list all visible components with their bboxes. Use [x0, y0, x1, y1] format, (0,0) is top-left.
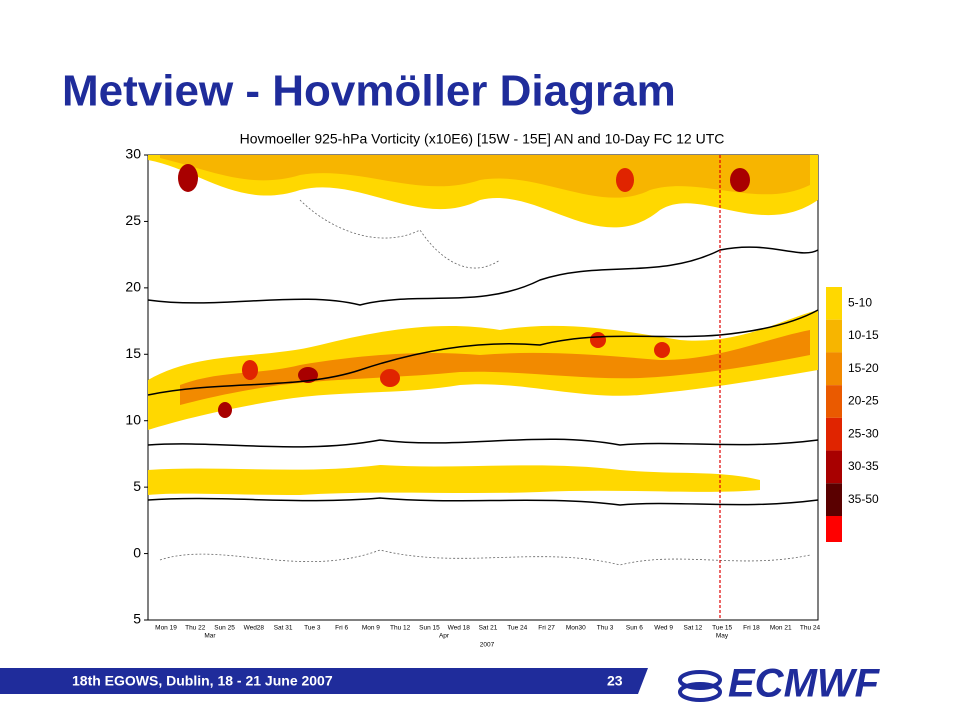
legend-box: [826, 319, 842, 353]
x-tick-label: Tue 3: [304, 625, 321, 632]
x-tick-label: Wed 18: [448, 625, 471, 632]
legend-label: 30-35: [848, 459, 879, 473]
x-tick-label: Sun 15: [419, 625, 440, 632]
legend-label: 5-10: [848, 296, 872, 310]
month-label: Apr: [439, 633, 450, 640]
figure-title: Hovmoeller 925-hPa Vorticity (x10E6) [15…: [240, 131, 725, 147]
footer-text: 18th EGOWS, Dublin, 18 - 21 June 2007: [72, 673, 333, 689]
x-tick-label: Fri 27: [538, 625, 555, 632]
x-tick-label: Thu 24: [800, 625, 821, 632]
legend-box: [826, 287, 842, 320]
x-tick-label: Tue 24: [507, 625, 527, 632]
plot-field: [147, 154, 819, 621]
slide-title: Metview - Hovmöller Diagram: [62, 67, 676, 116]
footer-bar: [0, 668, 648, 694]
page-number: 23: [607, 673, 623, 689]
legend-label: 10-15: [848, 328, 879, 342]
legend-extra-box: [826, 516, 842, 542]
x-tick-label: Mon30: [566, 625, 586, 632]
x-tick-label: Thu 12: [390, 625, 411, 632]
legend-box: [826, 483, 842, 516]
x-tick-label: Fri 18: [743, 625, 760, 632]
y-tick-label: 10: [125, 411, 141, 427]
y-tick-label: 20: [125, 279, 141, 295]
legend-label: 20-25: [848, 394, 879, 408]
logo: ECMWF: [678, 662, 881, 706]
x-tick-label: Mon 21: [770, 625, 792, 632]
x-tick-label: Thu 3: [597, 625, 614, 632]
x-tick-label: Sun 25: [214, 625, 235, 632]
x-tick-label: Sat 12: [684, 625, 703, 632]
y-tick-label: 15: [125, 345, 141, 361]
x-tick-label: Sat 31: [274, 625, 293, 632]
x-tick-label: Mon 9: [362, 625, 380, 632]
month-label: May: [716, 633, 729, 640]
x-tick-label: Wed28: [244, 625, 265, 632]
x-tick-label: Mon 19: [155, 625, 177, 632]
legend-box: [826, 385, 842, 418]
x-tick-label: Tue 15: [712, 625, 732, 632]
legend-box: [826, 450, 842, 484]
y-tick-label: 5: [133, 478, 141, 494]
legend-label: 15-20: [848, 361, 879, 375]
y-tick-label: 0: [133, 544, 141, 560]
legend-label: 35-50: [848, 492, 879, 506]
x-tick-label: Sat 21: [479, 625, 498, 632]
legend-box: [826, 417, 842, 451]
x-tick-label: Thu 22: [185, 625, 206, 632]
y-tick-label: 30: [125, 146, 141, 162]
legend-box: [826, 352, 842, 386]
x-tick-label: Sun 6: [626, 625, 643, 632]
legend-label: 25-30: [848, 426, 879, 440]
month-label: Mar: [204, 633, 216, 640]
x-tick-label: Fri 6: [335, 625, 348, 632]
x-tick-label: Wed 9: [654, 625, 673, 632]
y-tick-label: 5: [133, 611, 141, 627]
logo-text: ECMWF: [728, 662, 881, 706]
year-label: 2007: [480, 642, 495, 649]
y-tick-label: 25: [125, 212, 141, 228]
